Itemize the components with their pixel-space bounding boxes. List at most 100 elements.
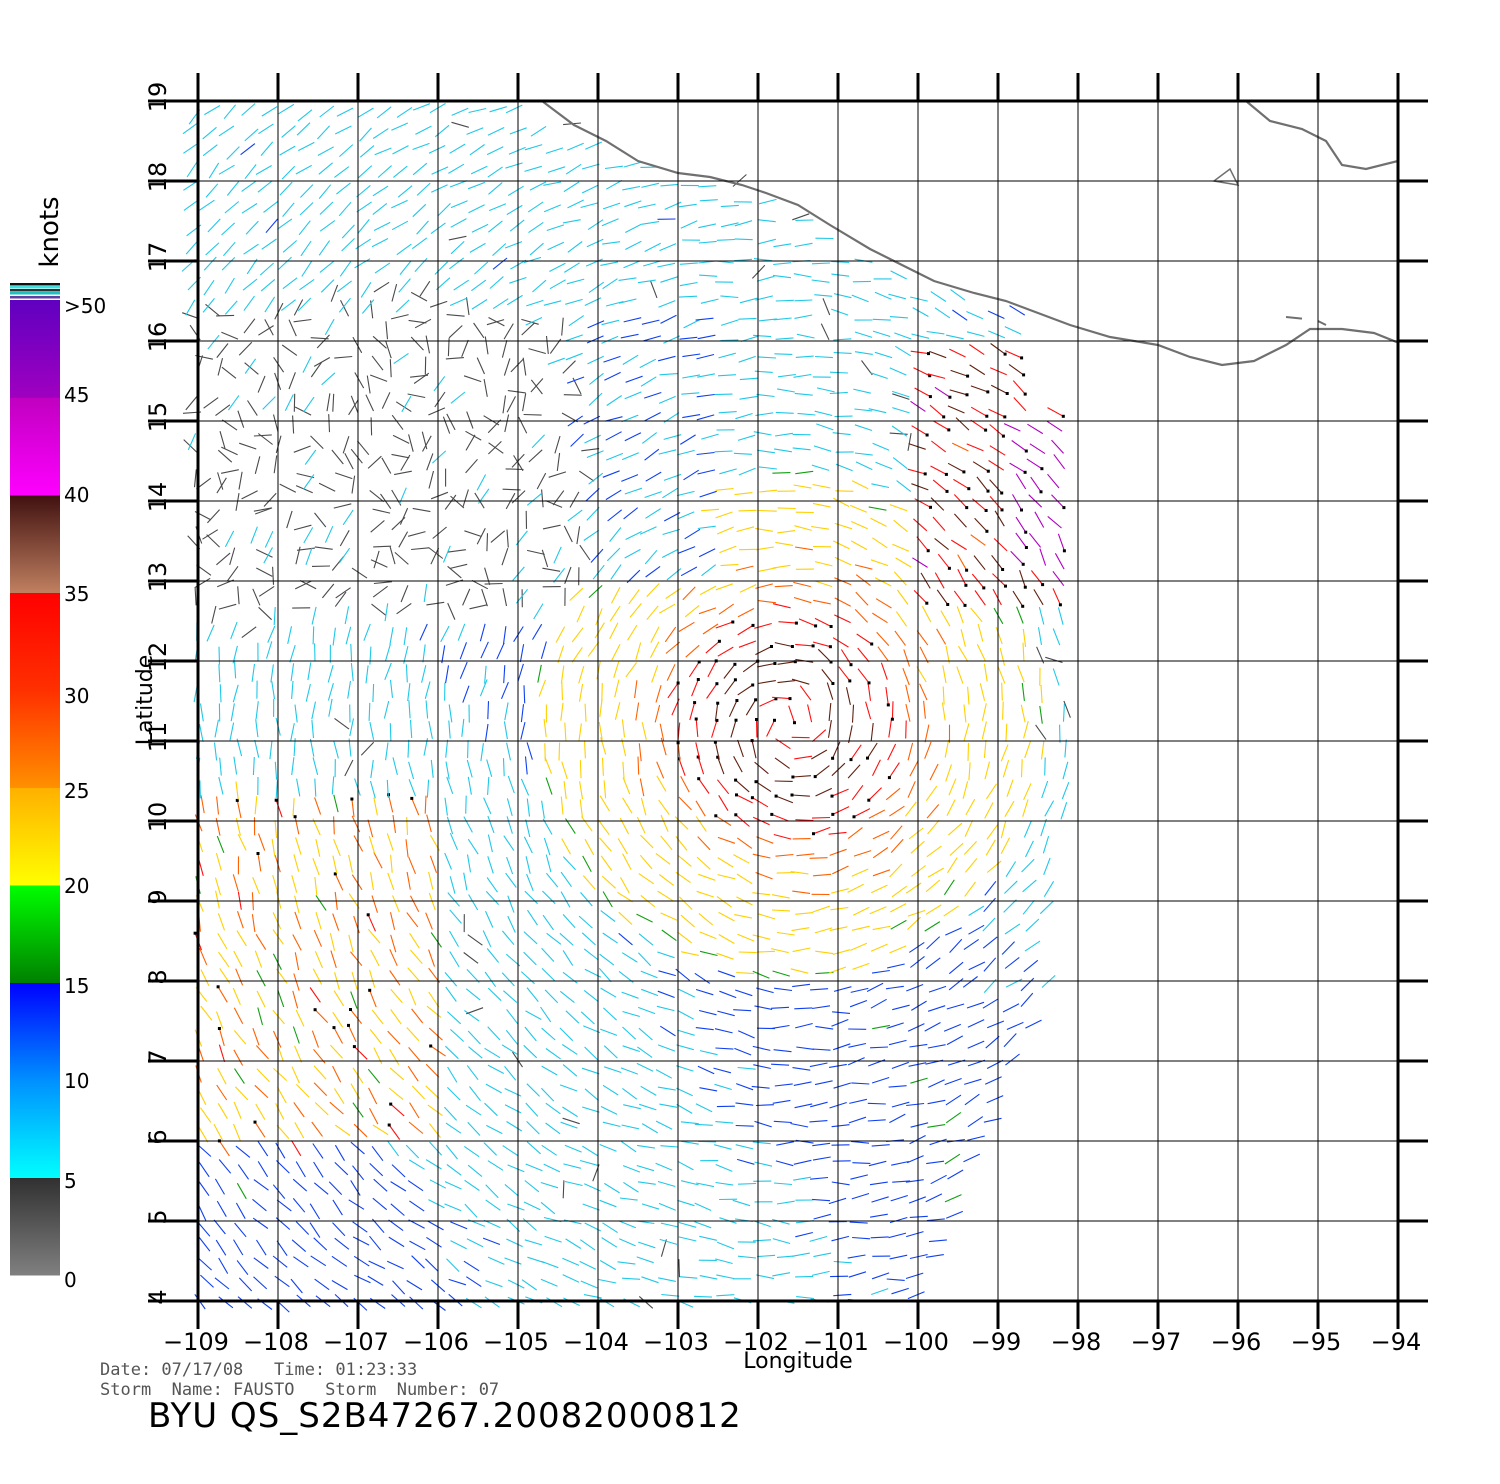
wind-vector (553, 491, 564, 506)
wind-vector (315, 513, 326, 527)
wind-vector (272, 839, 275, 857)
wind-vector (718, 971, 735, 977)
wind-vector (314, 1162, 324, 1177)
wind-vector (477, 475, 486, 491)
wind-vector (904, 649, 910, 666)
wind-vector (470, 605, 488, 609)
wind-vector (870, 907, 887, 914)
wind-vector (335, 1125, 350, 1135)
wind-vector (678, 1011, 694, 1020)
wind-vector (667, 569, 681, 580)
wind-vector (896, 612, 906, 627)
wind-vector (480, 680, 487, 697)
wind-vector (315, 1279, 330, 1290)
wind-vector (526, 856, 530, 874)
wind-vector (794, 756, 812, 759)
rain-flag (831, 757, 834, 760)
wind-vector (296, 1084, 309, 1097)
wind-vector (368, 915, 375, 932)
wind-vector (752, 798, 768, 807)
wind-vector (735, 239, 753, 240)
wind-vector (758, 914, 775, 919)
wind-vector (216, 853, 221, 870)
wind-vector (487, 760, 492, 777)
wind-vector (296, 547, 300, 565)
wind-vector (621, 877, 630, 893)
wind-vector (183, 143, 198, 153)
rain-flag (1006, 392, 1009, 395)
wind-vector (1016, 474, 1025, 489)
lon-tick-label: −95 (1291, 1328, 1342, 1356)
wind-vector (636, 703, 639, 721)
wind-vector (368, 1069, 379, 1083)
wind-vector (488, 1161, 503, 1171)
wind-vector (677, 1104, 693, 1113)
wind-vector (679, 296, 697, 297)
wind-vector (507, 1009, 518, 1023)
wind-vector (1026, 919, 1039, 931)
wind-vector (757, 951, 775, 952)
wind-vector (297, 779, 300, 797)
wind-vector (546, 1123, 561, 1134)
wind-vector (370, 1163, 383, 1175)
wind-vector (891, 920, 907, 929)
wind-vector (655, 705, 659, 722)
wind-vector (542, 489, 544, 507)
wind-vector (302, 261, 312, 276)
wind-vector (698, 526, 716, 528)
wind-vector (912, 558, 927, 568)
wind-vector (429, 893, 435, 910)
wind-vector (833, 541, 849, 549)
wind-vector (391, 989, 403, 1003)
wind-vector (227, 182, 238, 196)
rain-flag (1000, 492, 1003, 495)
wind-vector (334, 504, 352, 508)
wind-vector (428, 1105, 443, 1116)
wind-vector (542, 968, 555, 981)
wind-vector (277, 891, 281, 909)
wind-vector (293, 1198, 305, 1212)
wind-vector (834, 1262, 852, 1263)
wind-vector (277, 219, 292, 229)
lat-tick-label: 17 (144, 242, 172, 273)
wind-vector (645, 449, 659, 460)
wind-vector (625, 549, 641, 558)
legend-top-stripe (10, 283, 60, 286)
wind-vector (752, 893, 770, 895)
wind-vector (736, 566, 754, 570)
wind-vector (351, 992, 357, 1009)
wind-vector (304, 527, 313, 543)
wind-vector (773, 971, 790, 976)
wind-vector (273, 875, 278, 892)
wind-vector (562, 1107, 577, 1117)
wind-vector (265, 319, 274, 335)
wind-vector (388, 1031, 400, 1044)
wind-vector (596, 608, 602, 625)
wind-vector (198, 1223, 210, 1237)
wind-vector (621, 1142, 636, 1152)
wind-vector (986, 1036, 1000, 1048)
wind-vector (450, 910, 462, 924)
wind-vector (352, 568, 367, 578)
wind-vector (624, 201, 641, 207)
wind-vector (950, 939, 962, 952)
wind-vector (624, 318, 642, 322)
wind-vector (1021, 705, 1025, 723)
wind-vector (468, 1165, 482, 1176)
wind-vector (600, 1029, 617, 1035)
wind-vector (776, 1142, 794, 1146)
wind-vector (301, 241, 311, 256)
wind-vector (410, 1297, 423, 1309)
wind-vector (407, 1028, 419, 1041)
wind-vector (624, 508, 638, 519)
wind-vector (337, 108, 353, 116)
wind-vector (833, 498, 849, 507)
wind-vector (263, 397, 276, 410)
rain-flag (367, 913, 370, 916)
wind-vector (448, 164, 464, 173)
wind-vector (753, 1142, 771, 1144)
wind-vector (581, 203, 598, 208)
wind-vector (725, 680, 736, 694)
wind-vector (659, 396, 676, 403)
wind-vector (334, 839, 341, 856)
